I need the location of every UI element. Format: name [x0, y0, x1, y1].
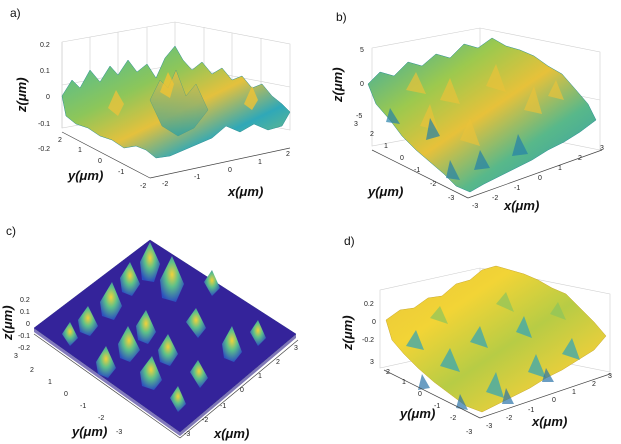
- panel-label-a: a): [10, 6, 21, 20]
- y-tick-d-4: -1: [434, 403, 440, 410]
- x-tick-c-5: 2: [276, 359, 280, 366]
- z-tick-c-1: 0.1: [20, 309, 30, 316]
- y-tick-d-2: 1: [402, 379, 406, 386]
- z-axis-label-d: z(μm): [340, 315, 355, 351]
- x-tick-d-0: -3: [486, 423, 492, 430]
- x-tick-b-6: 3: [600, 145, 604, 152]
- y-tick-a-4: -2: [140, 183, 146, 190]
- z-tick-a-4: -0.2: [38, 146, 50, 153]
- z-tick-c-2: 0: [26, 321, 30, 328]
- z-tick-c-3: -0.1: [18, 333, 30, 340]
- x-axis-label-c: x(μm): [213, 426, 249, 441]
- surface-plot-d: 0.2 0 -0.2 3 2 1 0 -1 -2 -3 -3 -2 -1 0 1…: [340, 265, 612, 436]
- y-tick-c-2: 1: [48, 379, 52, 386]
- z-tick-d-0: 0.2: [364, 301, 374, 308]
- y-tick-c-0: 3: [14, 353, 18, 360]
- y-tick-c-1: 2: [30, 367, 34, 374]
- y-tick-a-1: 1: [78, 147, 82, 154]
- x-axis-label-d: x(μm): [531, 414, 567, 429]
- y-tick-d-0: 3: [370, 359, 374, 366]
- x-tick-b-4: 1: [558, 165, 562, 172]
- y-tick-b-2: 1: [384, 143, 388, 150]
- y-tick-c-6: -3: [116, 429, 122, 436]
- x-tick-c-3: 0: [240, 387, 244, 394]
- y-tick-b-1: 2: [370, 131, 374, 138]
- y-tick-a-3: -1: [118, 169, 124, 176]
- surface-plot-c: 0.2 0.1 0 -0.1 -0.2 3 2 1 0 -1 -2 -3 -3 …: [0, 239, 299, 441]
- x-tick-c-6: 3: [294, 345, 298, 352]
- x-tick-d-3: 0: [552, 397, 556, 404]
- panel-a: 0.2 0.1 0 -0.1 -0.2 2 1 0 -1 -2 -2 -1 0 …: [0, 0, 310, 222]
- y-tick-b-6: -3: [448, 195, 454, 202]
- z-axis-label-b: z(μm): [330, 67, 345, 103]
- panel-label-b: b): [336, 10, 347, 24]
- x-tick-b-1: -2: [492, 195, 498, 202]
- panel-b: 5 0 -5 3 2 1 0 -1 -2 -3 -3 -2 -1 0 1 2 3…: [310, 0, 621, 222]
- y-tick-b-5: -2: [430, 181, 436, 188]
- y-tick-c-3: 0: [64, 391, 68, 398]
- y-tick-b-0: 3: [354, 121, 358, 128]
- z-axis-label-c: z(μm): [0, 305, 15, 341]
- z-tick-a-1: 0.1: [40, 68, 50, 75]
- x-tick-b-5: 2: [578, 155, 582, 162]
- panel-c: 0.2 0.1 0 -0.1 -0.2 3 2 1 0 -1 -2 -3 -3 …: [0, 222, 310, 444]
- y-tick-d-6: -3: [466, 429, 472, 436]
- z-tick-a-2: 0: [46, 94, 50, 101]
- z-tick-a-3: -0.1: [38, 121, 50, 128]
- x-tick-b-2: -1: [514, 185, 520, 192]
- z-axis-label-a: z(μm): [14, 77, 29, 113]
- panel-label-c: c): [6, 224, 16, 238]
- z-tick-c-4: -0.2: [18, 345, 30, 352]
- x-tick-d-5: 2: [592, 381, 596, 388]
- x-tick-a-3: 1: [258, 159, 262, 166]
- z-tick-d-1: 0: [372, 319, 376, 326]
- z-tick-b-2: -5: [356, 113, 362, 120]
- x-tick-a-1: -1: [194, 174, 200, 181]
- x-axis-label-a: x(μm): [227, 184, 263, 199]
- y-axis-label-c: y(μm): [71, 424, 107, 439]
- y-tick-c-5: -2: [98, 415, 104, 422]
- x-tick-a-4: 2: [286, 151, 290, 158]
- x-tick-d-1: -2: [506, 415, 512, 422]
- y-tick-c-4: -1: [80, 403, 86, 410]
- x-tick-c-1: -2: [202, 417, 208, 424]
- y-tick-d-5: -2: [450, 415, 456, 422]
- panel-d: 0.2 0 -0.2 3 2 1 0 -1 -2 -3 -3 -2 -1 0 1…: [310, 222, 621, 444]
- x-tick-d-6: 3: [608, 373, 612, 380]
- surface-plot-a: 0.2 0.1 0 -0.1 -0.2 2 1 0 -1 -2 -2 -1 0 …: [14, 21, 291, 199]
- x-tick-b-0: -3: [472, 203, 478, 210]
- z-tick-b-1: 0: [360, 81, 364, 88]
- y-tick-b-4: -1: [414, 167, 420, 174]
- z-tick-d-2: -0.2: [362, 337, 374, 344]
- x-tick-a-0: -2: [162, 181, 168, 188]
- x-tick-d-4: 1: [572, 389, 576, 396]
- x-tick-c-4: 1: [258, 373, 262, 380]
- x-tick-b-3: 0: [538, 175, 542, 182]
- z-tick-b-0: 5: [360, 47, 364, 54]
- y-tick-d-3: 0: [418, 391, 422, 398]
- y-axis-label-b: y(μm): [367, 184, 403, 199]
- y-axis-label-a: y(μm): [67, 168, 103, 183]
- x-tick-c-2: -1: [220, 403, 226, 410]
- z-tick-c-0: 0.2: [20, 297, 30, 304]
- x-tick-a-2: 0: [228, 167, 232, 174]
- y-axis-label-d: y(μm): [399, 406, 435, 421]
- x-tick-d-2: -1: [528, 407, 534, 414]
- surface-plot-b: 5 0 -5 3 2 1 0 -1 -2 -3 -3 -2 -1 0 1 2 3…: [330, 27, 604, 213]
- y-tick-a-2: 0: [98, 158, 102, 165]
- y-tick-d-1: 2: [386, 369, 390, 376]
- z-tick-a-0: 0.2: [40, 42, 50, 49]
- x-tick-c-0: -3: [184, 431, 190, 438]
- panel-label-d: d): [344, 234, 355, 248]
- x-axis-label-b: x(μm): [503, 198, 539, 213]
- y-tick-b-3: 0: [400, 155, 404, 162]
- y-tick-a-0: 2: [58, 137, 62, 144]
